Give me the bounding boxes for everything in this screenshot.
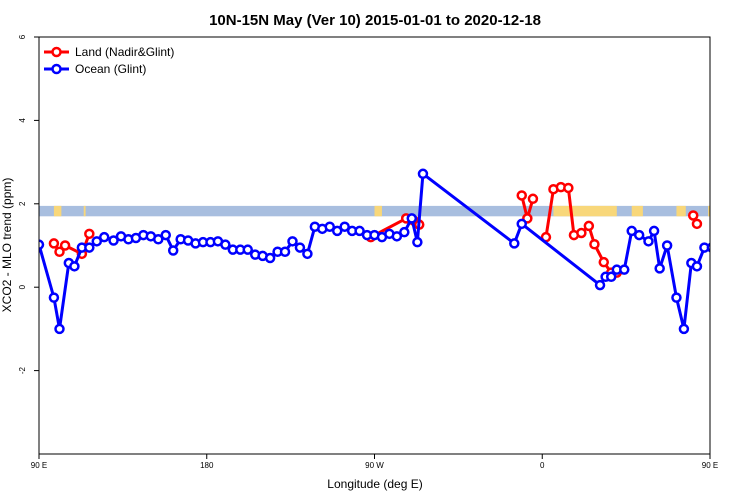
data-point [331, 225, 343, 237]
data-point [84, 242, 95, 253]
data-point [745, 235, 750, 243]
land-band-segment [553, 205, 617, 217]
plot-frame [38, 36, 711, 455]
data-point [391, 231, 403, 242]
data-point [84, 228, 95, 240]
legend: Land (Nadir&Glint) Ocean (Glint) [44, 45, 174, 76]
y-tick-label: 4 [18, 118, 27, 123]
series-line [723, 234, 750, 254]
y-axis-label: XCO2 - MLO trend (ppm) [0, 178, 14, 313]
land-ocean-band [39, 205, 710, 217]
x-tick-label: 180 [200, 461, 214, 470]
land-band-segment [83, 205, 86, 217]
land-band-segment [631, 205, 643, 217]
data-point [399, 226, 410, 238]
data-point [671, 292, 682, 303]
data-point [563, 182, 574, 194]
data-point [576, 227, 587, 239]
data-point [516, 218, 527, 230]
y-axis: -2 0 2 4 6 [18, 34, 39, 374]
data-point [719, 239, 727, 247]
data-point [678, 323, 690, 335]
data-point [417, 168, 429, 180]
series-layer [39, 168, 750, 335]
data-point [153, 233, 164, 245]
data-point [661, 240, 673, 251]
data-point [354, 225, 365, 237]
data-point [324, 221, 336, 232]
y-tick-label: 6 [18, 34, 27, 39]
data-point [516, 190, 527, 201]
x-axis: 90 E 180 90 W 0 90 E [31, 454, 718, 470]
data-point [302, 248, 313, 260]
land-band-segment [53, 205, 62, 217]
y-tick-label: 2 [18, 201, 27, 206]
series-ocean [39, 168, 750, 335]
data-point [279, 246, 291, 258]
data-point [167, 245, 179, 256]
data-point [730, 236, 738, 244]
data-point [160, 229, 171, 241]
legend-land-marker [51, 46, 62, 58]
legend-ocean-label: Ocean (Glint) [75, 62, 146, 76]
data-point [48, 238, 60, 249]
data-point [730, 242, 738, 250]
data-point [598, 256, 610, 268]
x-axis-label: Longitude (deg E) [327, 477, 422, 491]
x-tick-label: 90 W [365, 461, 384, 470]
data-point [626, 225, 637, 237]
land-band-segment [374, 205, 382, 217]
data-point [108, 235, 119, 246]
legend-ocean-marker [51, 63, 62, 75]
legend-item-land: Land (Nadir&Glint) [44, 45, 174, 59]
data-point [69, 261, 80, 272]
series-line [39, 172, 710, 331]
legend-land-label: Land (Nadir&Glint) [75, 45, 174, 59]
land-band-segment [676, 205, 686, 217]
data-point [738, 232, 746, 240]
data-point [98, 231, 110, 243]
data-point [594, 279, 606, 291]
data-point [54, 323, 65, 335]
data-point [48, 292, 60, 303]
data-point [412, 236, 423, 248]
data-point [287, 236, 298, 247]
data-point [242, 244, 254, 255]
data-point [406, 213, 418, 224]
data-point [687, 210, 699, 221]
chart-title: 10N-15N May (Ver 10) 2015-01-01 to 2020-… [209, 12, 541, 29]
data-point [264, 252, 276, 264]
data-point [527, 193, 539, 205]
data-point [723, 233, 731, 241]
data-point [339, 221, 350, 232]
data-point [691, 261, 703, 272]
y-tick-label: 0 [18, 284, 27, 289]
data-point [654, 263, 665, 274]
data-point [723, 248, 731, 256]
x-tick-label: 0 [540, 461, 545, 470]
data-point [643, 236, 654, 247]
land-band-segment [708, 205, 710, 217]
x-tick-label: 90 E [31, 461, 47, 470]
data-point [589, 238, 600, 250]
data-point [54, 246, 65, 258]
data-point [605, 271, 617, 283]
data-point [583, 220, 595, 232]
data-point [59, 240, 71, 251]
data-point [633, 229, 645, 241]
data-point [691, 218, 703, 230]
data-point [706, 242, 710, 253]
data-point [91, 236, 103, 247]
data-point [509, 238, 520, 249]
data-point [619, 264, 630, 275]
x-tick-label: 90 E [702, 461, 718, 470]
data-point [39, 239, 45, 250]
data-point [220, 239, 231, 250]
data-point [294, 242, 306, 253]
data-point [648, 225, 660, 237]
legend-item-ocean: Ocean (Glint) [44, 62, 146, 76]
y-tick-label: -2 [18, 366, 27, 374]
data-point [715, 237, 723, 245]
